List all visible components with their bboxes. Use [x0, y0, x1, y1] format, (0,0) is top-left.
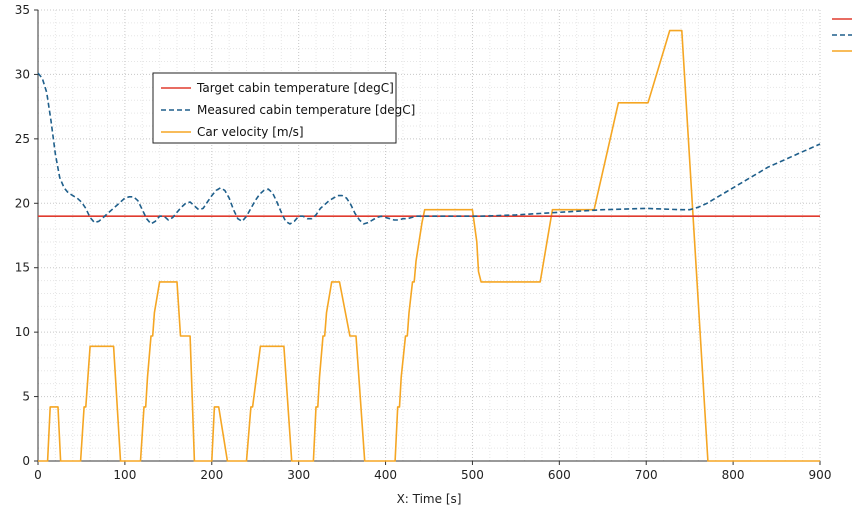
x-axis-title: X: Time [s] — [397, 492, 462, 506]
x-tick-label: 200 — [200, 468, 223, 482]
x-tick-label: 700 — [635, 468, 658, 482]
x-tick-label: 500 — [461, 468, 484, 482]
y-tick-label: 20 — [15, 196, 30, 210]
y-tick-label: 10 — [15, 325, 30, 339]
y-tick-label: 30 — [15, 67, 30, 81]
legend-label-target-cabin-temperature: Target cabin temperature [degC] — [196, 81, 394, 95]
y-tick-label: 25 — [15, 132, 30, 146]
y-tick-label: 35 — [15, 3, 30, 17]
legend-label-car-velocity: Car velocity [m/s] — [197, 125, 304, 139]
tick-labels: 0 100 200 300 400 500 600 700 800 900 0 5 10 15 20 25 30… — [15, 3, 832, 482]
x-tick-label: 100 — [113, 468, 136, 482]
x-tick-label: 300 — [287, 468, 310, 482]
x-tick-label: 0 — [34, 468, 42, 482]
axes — [34, 9, 821, 465]
y-tick-label: 0 — [22, 454, 30, 468]
legend-label-measured-cabin-temperature: Measured cabin temperature [degC] — [197, 103, 415, 117]
x-tick-label: 400 — [374, 468, 397, 482]
y-tick-label: 15 — [15, 261, 30, 275]
x-tick-label: 900 — [809, 468, 832, 482]
x-tick-label: 600 — [548, 468, 571, 482]
legend[interactable]: Target cabin temperature [degC] Measured… — [152, 72, 415, 144]
series-layer — [37, 29, 821, 462]
x-tick-label: 800 — [722, 468, 745, 482]
y-tick-label: 5 — [22, 390, 30, 404]
side-legend — [832, 18, 852, 52]
series-line-measured-cabin-temperature — [37, 72, 821, 225]
series-line-car-velocity — [38, 29, 820, 462]
legend-box — [152, 72, 397, 144]
